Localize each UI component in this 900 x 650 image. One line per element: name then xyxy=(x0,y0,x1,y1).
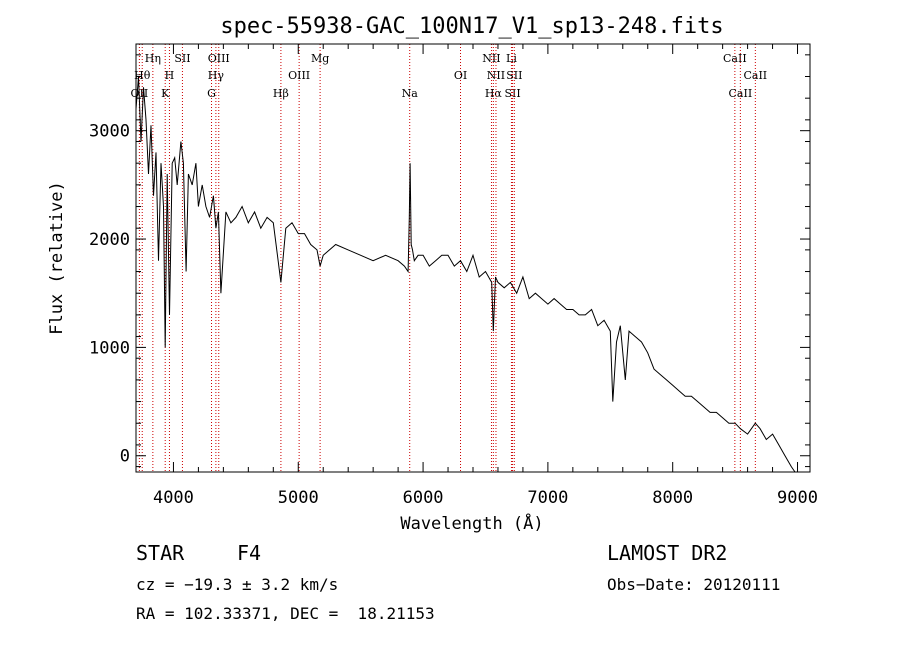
line-label: Hη xyxy=(145,52,161,65)
coordinates: RA = 102.33371, DEC = 18.21153 xyxy=(136,604,435,623)
line-label: CaII xyxy=(729,87,753,100)
obs-date: Obs−Date: 20120111 xyxy=(607,575,781,594)
line-label: Hγ xyxy=(208,69,225,82)
line-label: H xyxy=(165,69,175,82)
chart-title: spec-55938-GAC_100N17_V1_sp13-248.fits xyxy=(220,14,723,39)
x-tick-label: 6000 xyxy=(403,488,444,508)
y-axis-label: Flux (relative) xyxy=(47,181,67,335)
y-tick-label: 2000 xyxy=(89,230,130,250)
line-label: Li xyxy=(506,52,517,65)
y-tick-label: 1000 xyxy=(89,338,130,358)
line-label: Hβ xyxy=(273,87,289,100)
line-label: OIII xyxy=(208,52,230,65)
plot-frame xyxy=(135,43,811,473)
y-tick-label: 3000 xyxy=(89,122,130,142)
line-label: G xyxy=(207,87,216,100)
line-label: SII xyxy=(504,87,520,100)
line-label: SII xyxy=(174,52,190,65)
spectrum xyxy=(135,76,798,473)
line-label: OI xyxy=(454,69,467,82)
line-label: NII xyxy=(487,69,505,82)
axis-ticks: 4000 5000 6000 7000 8000 9000 0 1000 2000 3000 xyxy=(89,44,818,508)
object-class: STAR xyxy=(136,541,185,565)
x-tick-label: 7000 xyxy=(527,488,568,508)
line-markers: OIIHθHηKHSIIGHγOIIIHβOIIIMgNaOINIIHαNIIL… xyxy=(131,44,767,472)
x-tick-label: 9000 xyxy=(777,488,818,508)
line-label: NII xyxy=(482,52,500,65)
line-label: CaII xyxy=(723,52,747,65)
object-subclass: F4 xyxy=(237,541,262,565)
x-tick-label: 8000 xyxy=(652,488,693,508)
line-label: CaII xyxy=(743,69,767,82)
survey-name: LAMOST DR2 xyxy=(607,541,728,565)
line-label: Mg xyxy=(311,52,329,65)
line-label: OIII xyxy=(288,69,310,82)
spectrum-line xyxy=(135,76,798,473)
x-tick-label: 5000 xyxy=(278,488,319,508)
redshift-cz: cz = −19.3 ± 3.2 km/s xyxy=(136,575,339,594)
y-tick-label: 0 xyxy=(120,447,130,467)
x-axis-label: Wavelength (Å) xyxy=(400,512,543,534)
line-label: Na xyxy=(402,87,419,100)
line-label: Hα xyxy=(485,87,503,100)
line-label: Hθ xyxy=(134,69,151,82)
line-label: K xyxy=(161,87,170,100)
x-tick-label: 4000 xyxy=(153,488,194,508)
line-label: SII xyxy=(506,69,522,82)
